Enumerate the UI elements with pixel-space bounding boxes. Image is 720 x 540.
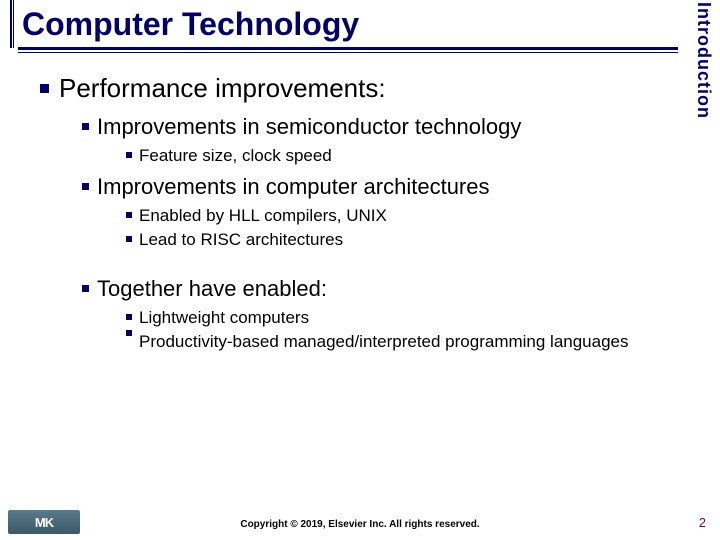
square-bullet-icon (126, 330, 132, 336)
bullet-text: Feature size, clock speed (139, 146, 332, 165)
bullet-text: Improvements in semiconductor technology (97, 114, 521, 139)
bullet-level3: Feature size, clock speed (126, 146, 680, 166)
bullet-level1: Performance improvements: (40, 73, 680, 104)
bullet-text: Together have enabled: (97, 276, 327, 301)
bullet-text: Lead to RISC architectures (139, 230, 343, 249)
bullet-level3: Enabled by HLL compilers, UNIX (126, 206, 680, 226)
title-underline (18, 47, 678, 50)
slide-footer: MK Copyright © 2019, Elsevier Inc. All r… (0, 508, 720, 540)
bullet-text: Performance improvements: (59, 73, 386, 103)
bullet-level2: Together have enabled: (82, 276, 680, 302)
bullet-level2: Improvements in semiconductor technology (82, 114, 680, 140)
bullet-text: Productivity-based managed/interpreted p… (139, 332, 629, 352)
bullet-text: Improvements in computer architectures (97, 174, 490, 199)
square-bullet-icon (82, 183, 89, 190)
title-left-accent (10, 0, 16, 48)
title-bar: Computer Technology (0, 0, 720, 53)
slide-content: Performance improvements: Improvements i… (0, 53, 720, 352)
square-bullet-icon (82, 285, 89, 292)
slide-title: Computer Technology (18, 6, 720, 43)
bullet-level3: Lightweight computers (126, 308, 680, 328)
bullet-level3: Lead to RISC architectures (126, 230, 680, 250)
square-bullet-icon (82, 123, 89, 130)
square-bullet-icon (126, 236, 132, 242)
copyright-text: Copyright © 2019, Elsevier Inc. All righ… (0, 519, 720, 530)
square-bullet-icon (126, 212, 132, 218)
page-number: 2 (699, 515, 706, 530)
square-bullet-icon (40, 84, 49, 93)
square-bullet-icon (126, 314, 132, 320)
title-underline-thin (18, 52, 678, 53)
square-bullet-icon (126, 152, 132, 158)
bullet-level2: Improvements in computer architectures (82, 174, 680, 200)
bullet-text: Enabled by HLL compilers, UNIX (139, 206, 387, 225)
bullet-level3: Productivity-based managed/interpreted p… (126, 332, 680, 352)
section-sidebar-label: Introduction (693, 2, 714, 119)
bullet-text: Lightweight computers (139, 308, 309, 327)
